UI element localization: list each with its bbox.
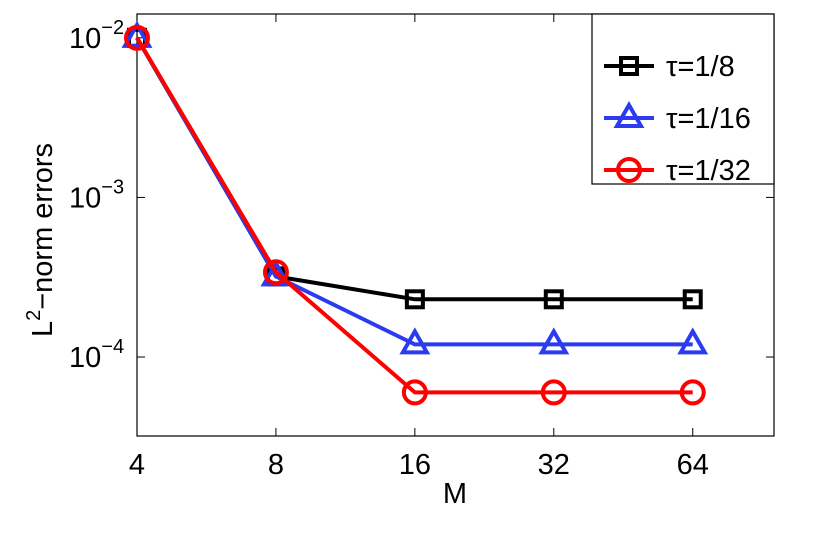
legend-marker: [619, 56, 639, 76]
y-tick-label: 10−4: [69, 336, 124, 374]
marker: [124, 24, 150, 51]
x-tick-label: 64: [677, 449, 709, 481]
marker: [543, 289, 564, 310]
marker: [540, 379, 567, 406]
y-tick-exponent: −2: [101, 17, 124, 39]
marker: [262, 259, 289, 286]
marker: [679, 379, 706, 406]
marker: [404, 289, 425, 310]
x-tick-label: 8: [268, 449, 284, 481]
y-tick-base: 10: [69, 23, 101, 55]
marker: [677, 327, 709, 355]
marker: [399, 327, 431, 355]
x-tick-label: 32: [538, 449, 570, 481]
y-label-rest: −norm errors: [27, 143, 59, 310]
legend-label: τ=1/32: [666, 155, 751, 187]
x-tick-label: 4: [129, 449, 145, 481]
y-tick-label: 10−2: [69, 17, 124, 55]
y-label-base: L: [27, 321, 59, 337]
y-tick-base: 10: [69, 182, 101, 214]
y-tick-exponent: −4: [101, 336, 124, 358]
x-tick-label: 16: [399, 449, 431, 481]
y-tick-exponent: −3: [101, 176, 124, 198]
legend-marker: [613, 100, 645, 128]
legend-marker: [616, 157, 642, 183]
marker: [538, 327, 570, 355]
marker: [401, 379, 428, 406]
y-tick-label: 10−3: [69, 176, 124, 214]
x-axis-label: M: [443, 478, 467, 510]
legend-box: [591, 13, 775, 185]
legend-label: τ=1/16: [666, 103, 751, 135]
y-axis-label: L2−norm errors: [23, 143, 59, 337]
marker: [682, 289, 703, 310]
marker: [121, 20, 153, 48]
y-tick-base: 10: [69, 342, 101, 374]
series-line: [135, 36, 693, 395]
legend-label: τ=1/8: [666, 51, 735, 83]
y-label-sup: 2: [23, 310, 45, 321]
